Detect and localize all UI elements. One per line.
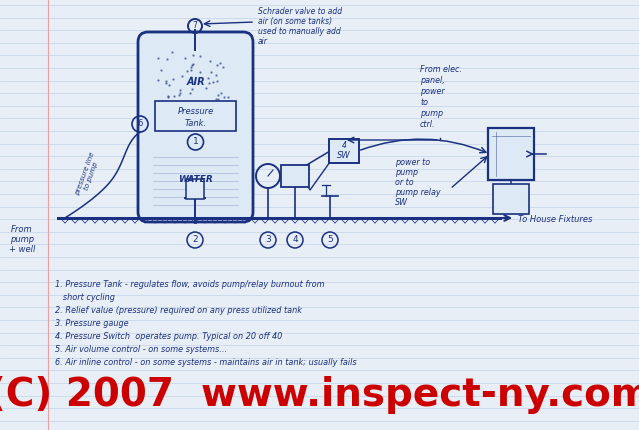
Text: SW: SW xyxy=(337,150,351,160)
Text: 4: 4 xyxy=(342,141,346,150)
Text: pump: pump xyxy=(395,168,418,177)
Text: 1: 1 xyxy=(192,138,198,147)
Text: power to: power to xyxy=(395,158,430,167)
Text: 3. Pressure gauge: 3. Pressure gauge xyxy=(55,319,128,328)
Text: to: to xyxy=(420,98,428,107)
Text: pump: pump xyxy=(420,109,443,118)
Text: 5: 5 xyxy=(327,236,333,245)
Text: ctrl.: ctrl. xyxy=(420,120,436,129)
Text: (C) 2007  www.inspect-ny.com: (C) 2007 www.inspect-ny.com xyxy=(0,376,639,414)
Text: air: air xyxy=(258,37,268,46)
Text: pressure line
to pump: pressure line to pump xyxy=(74,151,102,199)
Text: 6: 6 xyxy=(137,120,142,129)
Text: 7: 7 xyxy=(192,22,197,31)
Text: SW: SW xyxy=(395,198,408,207)
Text: air (on some tanks): air (on some tanks) xyxy=(258,17,332,26)
FancyBboxPatch shape xyxy=(488,128,534,180)
Text: 6. Air inline control - on some systems - maintains air in tank; usually fails: 6. Air inline control - on some systems … xyxy=(55,358,357,367)
Text: From elec.: From elec. xyxy=(420,65,462,74)
Text: 2. Relief value (pressure) required on any press utilized tank: 2. Relief value (pressure) required on a… xyxy=(55,306,302,315)
Text: or to: or to xyxy=(395,178,413,187)
Text: WATER: WATER xyxy=(178,175,213,184)
Text: pump relay: pump relay xyxy=(395,188,441,197)
FancyBboxPatch shape xyxy=(155,101,236,131)
Text: 4: 4 xyxy=(292,236,298,245)
Text: Schrader valve to add: Schrader valve to add xyxy=(258,7,342,16)
Text: 3: 3 xyxy=(265,236,271,245)
Text: 2: 2 xyxy=(192,236,198,245)
FancyBboxPatch shape xyxy=(493,184,529,214)
FancyBboxPatch shape xyxy=(281,165,309,187)
Text: panel,: panel, xyxy=(420,76,445,85)
Text: 1. Pressure Tank - regulates flow, avoids pump/relay burnout from: 1. Pressure Tank - regulates flow, avoid… xyxy=(55,280,325,289)
Text: short cycling: short cycling xyxy=(55,293,115,302)
Text: used to manually add: used to manually add xyxy=(258,27,341,36)
Text: Pressure: Pressure xyxy=(178,108,213,117)
Text: Tank.: Tank. xyxy=(185,120,206,129)
Text: + well: + well xyxy=(9,245,35,254)
Text: power: power xyxy=(420,87,445,96)
Text: 4. Pressure Switch  operates pump. Typical on 20 off 40: 4. Pressure Switch operates pump. Typica… xyxy=(55,332,282,341)
Text: AIR: AIR xyxy=(186,77,205,87)
FancyBboxPatch shape xyxy=(186,179,204,199)
FancyBboxPatch shape xyxy=(138,32,253,222)
Text: From: From xyxy=(12,225,33,234)
FancyBboxPatch shape xyxy=(329,139,359,163)
Text: pump: pump xyxy=(10,235,34,244)
Text: To House Fixtures: To House Fixtures xyxy=(518,215,592,224)
Text: 5. Air volume control - on some systems...: 5. Air volume control - on some systems.… xyxy=(55,345,227,354)
